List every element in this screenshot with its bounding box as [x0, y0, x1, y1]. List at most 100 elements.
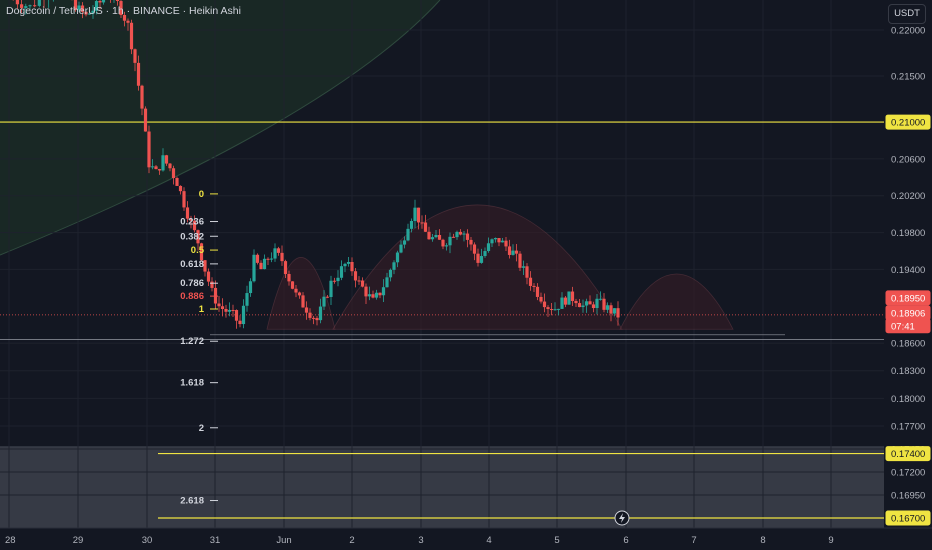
- candle: [175, 176, 179, 186]
- candle: [220, 298, 225, 317]
- candle: [577, 298, 582, 308]
- candle: [217, 296, 221, 312]
- candle: [409, 218, 414, 233]
- svg-text:0.18950: 0.18950: [891, 293, 925, 304]
- candle: [479, 248, 484, 264]
- candle: [570, 286, 575, 307]
- candle: [43, 0, 45, 9]
- candle: [213, 280, 218, 310]
- candle: [539, 292, 543, 304]
- candle: [458, 229, 463, 236]
- candle: [245, 285, 249, 312]
- fib-label[interactable]: 2.618: [180, 496, 204, 507]
- fib-label[interactable]: 1.618: [180, 378, 204, 389]
- candle: [301, 292, 305, 308]
- candle: [154, 164, 158, 170]
- price-tick-label: 0.22000: [891, 26, 925, 37]
- cup-arc-2[interactable]: [619, 273, 734, 330]
- candle: [308, 308, 312, 321]
- candle: [266, 257, 270, 266]
- fib-label[interactable]: 0.786: [180, 278, 204, 289]
- price-axis[interactable]: 0.22000 0.21500 0.20600 0.20200 0.19800 0.194…: [884, 0, 932, 550]
- candle: [413, 199, 417, 229]
- candle: [374, 289, 379, 300]
- fib-label[interactable]: 0.886: [180, 291, 204, 302]
- time-tick-label: 31: [210, 535, 221, 546]
- candle: [406, 223, 410, 242]
- candle: [20, 0, 24, 13]
- candle: [164, 154, 169, 166]
- candle: [560, 292, 564, 309]
- candle: [609, 302, 613, 322]
- candle: [48, 0, 50, 8]
- svg-text:0.16700: 0.16700: [891, 514, 925, 525]
- candle: [605, 302, 610, 314]
- candle: [262, 254, 267, 270]
- candle: [469, 236, 473, 251]
- price-tick-label: 0.20600: [891, 154, 925, 165]
- price-tick-label: 0.21500: [891, 72, 925, 83]
- price-markers: 0.21000 0.18950 0.18906 07:41 0.17400 0.16700: [885, 114, 931, 526]
- time-tick-label: 7: [691, 535, 696, 546]
- price-tick-label: 0.17200: [891, 467, 925, 478]
- time-tick-label: 29: [73, 535, 84, 546]
- horizontal-levels[interactable]: [0, 121, 884, 519]
- symbol-title[interactable]: Dogecoin / TetherUS · 1h · BINANCE · Hei…: [6, 5, 241, 17]
- candle: [518, 251, 522, 271]
- candle: [392, 260, 396, 275]
- candles: [12, 0, 620, 329]
- candle: [616, 301, 620, 326]
- candle: [315, 316, 319, 326]
- candle: [171, 165, 176, 185]
- candle: [91, 5, 95, 19]
- candle: [598, 291, 603, 301]
- fib-label[interactable]: 0.382: [180, 231, 204, 242]
- candle: [357, 276, 361, 285]
- candle: [248, 278, 253, 297]
- arc-zone: [0, 0, 440, 255]
- fib-label[interactable]: 2: [199, 423, 204, 434]
- candle: [455, 230, 459, 240]
- price-marker-yellow: 0.17400: [885, 446, 931, 462]
- candle: [420, 215, 424, 229]
- candle: [206, 268, 211, 287]
- time-axis-bg: [0, 528, 932, 550]
- misc-icons: [614, 510, 630, 526]
- candle: [234, 309, 239, 329]
- candle: [385, 272, 389, 288]
- lightning-icon[interactable]: [614, 510, 630, 526]
- candle: [259, 260, 263, 270]
- time-tick-label: 2: [349, 535, 354, 546]
- time-tick-label: 9: [828, 535, 833, 546]
- fibonacci-extension[interactable]: 0 0.236 0.382 0.5 0.618 0.786 0.886 1 1.272 1.618…: [180, 189, 218, 507]
- fib-label[interactable]: 0: [199, 189, 204, 200]
- candle: [574, 298, 578, 308]
- fib-label[interactable]: 0.5: [191, 245, 205, 256]
- candle: [378, 292, 382, 299]
- candle: [546, 305, 550, 317]
- candle: [15, 0, 19, 9]
- time-tick-label: 5: [554, 535, 559, 546]
- price-tick-label: 0.16950: [891, 491, 925, 502]
- candle: [521, 260, 526, 275]
- candle: [80, 2, 85, 19]
- time-axis[interactable]: 28 29 30 31 Jun 2 3 4 5 6 7 8 9: [0, 527, 932, 550]
- candle: [430, 234, 435, 242]
- price-marker-yellow: 0.16700: [885, 510, 931, 526]
- candle: [133, 48, 137, 72]
- candle: [196, 229, 200, 251]
- fib-label[interactable]: 0.618: [180, 259, 204, 270]
- candle: [140, 84, 144, 116]
- svg-text:0.21000: 0.21000: [891, 118, 925, 129]
- candle: [353, 267, 358, 288]
- candle: [444, 243, 449, 251]
- currency-button[interactable]: USDT: [888, 4, 926, 24]
- fib-label[interactable]: 1.272: [180, 336, 204, 347]
- candle: [143, 106, 148, 132]
- candle: [241, 299, 246, 329]
- cup-arc-1[interactable]: [332, 204, 623, 330]
- candle: [399, 240, 403, 254]
- fib-label[interactable]: 1: [199, 304, 205, 315]
- fib-label[interactable]: 0.236: [180, 217, 204, 228]
